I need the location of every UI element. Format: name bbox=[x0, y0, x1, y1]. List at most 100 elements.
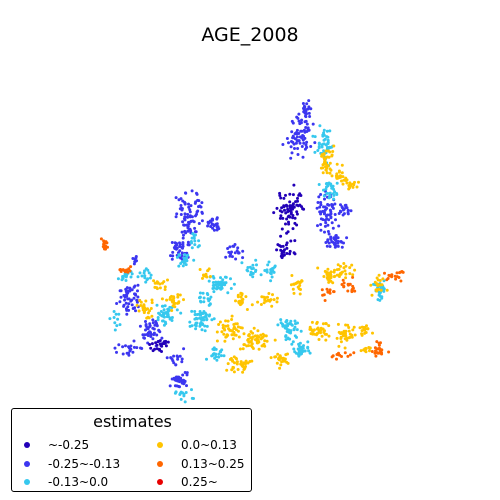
map-point bbox=[161, 281, 164, 285]
map-point bbox=[353, 333, 357, 337]
map-point bbox=[151, 321, 155, 325]
map-point bbox=[336, 263, 340, 267]
map-point bbox=[346, 212, 350, 216]
map-point bbox=[339, 264, 342, 268]
map-point bbox=[339, 271, 343, 275]
map-point bbox=[140, 347, 144, 350]
map-point bbox=[294, 141, 298, 145]
map-point bbox=[212, 317, 216, 321]
map-point bbox=[246, 269, 250, 273]
map-point bbox=[326, 230, 330, 233]
map-point bbox=[182, 347, 186, 351]
map-point bbox=[323, 224, 327, 228]
map-point bbox=[200, 328, 204, 332]
map-point bbox=[319, 326, 323, 330]
map-point bbox=[217, 323, 221, 326]
map-point bbox=[144, 267, 148, 271]
map-point bbox=[144, 328, 147, 332]
map-point bbox=[348, 181, 352, 185]
map-point bbox=[377, 293, 381, 297]
map-point bbox=[215, 287, 219, 291]
map-point bbox=[295, 135, 299, 139]
map-point bbox=[244, 362, 248, 366]
map-point bbox=[135, 346, 139, 350]
map-point bbox=[304, 143, 308, 147]
map-point bbox=[387, 350, 391, 354]
map-point bbox=[302, 106, 305, 110]
map-point bbox=[188, 208, 192, 212]
map-point bbox=[210, 318, 214, 322]
map-point bbox=[192, 233, 196, 237]
map-point bbox=[341, 334, 345, 338]
map-point bbox=[197, 239, 201, 243]
map-point bbox=[178, 293, 182, 297]
map-point bbox=[241, 249, 245, 253]
map-point bbox=[295, 131, 299, 135]
map-point bbox=[172, 354, 176, 358]
map-point bbox=[386, 277, 390, 280]
map-point bbox=[337, 224, 341, 228]
map-point bbox=[319, 203, 323, 207]
map-point bbox=[323, 299, 327, 302]
map-point bbox=[279, 363, 283, 367]
map-point bbox=[326, 182, 330, 186]
map-point bbox=[155, 343, 159, 347]
map-point bbox=[284, 326, 288, 330]
map-point bbox=[168, 384, 172, 388]
map-point bbox=[179, 397, 183, 401]
map-point bbox=[382, 289, 386, 293]
map-point bbox=[279, 196, 283, 200]
map-point bbox=[176, 301, 179, 305]
map-point bbox=[326, 223, 330, 227]
map-point bbox=[319, 223, 323, 226]
map-point bbox=[152, 327, 156, 331]
map-point bbox=[304, 108, 308, 112]
map-point bbox=[193, 310, 197, 313]
map-point bbox=[321, 171, 325, 175]
map-point bbox=[168, 317, 172, 321]
map-point bbox=[300, 145, 304, 148]
map-point bbox=[343, 269, 347, 273]
map-point bbox=[360, 332, 364, 336]
map-point bbox=[284, 222, 287, 226]
map-point bbox=[183, 212, 187, 216]
map-point bbox=[115, 302, 119, 305]
map-point bbox=[293, 221, 297, 225]
map-point bbox=[241, 256, 245, 260]
map-point bbox=[188, 227, 192, 231]
map-point bbox=[346, 289, 350, 293]
map-point bbox=[309, 107, 313, 111]
map-point bbox=[165, 298, 169, 302]
map-point bbox=[373, 280, 377, 284]
map-point bbox=[375, 347, 379, 351]
map-point bbox=[331, 281, 335, 285]
map-point bbox=[286, 215, 290, 219]
map-point bbox=[123, 298, 127, 302]
map-point bbox=[287, 222, 291, 226]
map-point bbox=[364, 350, 368, 354]
map-point bbox=[363, 331, 367, 335]
map-point bbox=[176, 357, 180, 361]
map-point bbox=[363, 347, 367, 351]
legend-label: ~-0.25 bbox=[48, 438, 90, 452]
map-point bbox=[376, 298, 380, 302]
map-point bbox=[322, 128, 326, 132]
map-point bbox=[324, 187, 328, 191]
map-point bbox=[212, 228, 216, 232]
map-point bbox=[139, 300, 143, 304]
map-point bbox=[214, 283, 218, 287]
map-point bbox=[279, 214, 283, 218]
map-point bbox=[332, 197, 336, 201]
map-point bbox=[283, 208, 286, 212]
map-point bbox=[319, 210, 323, 214]
map-point bbox=[103, 241, 107, 245]
map-point bbox=[287, 322, 291, 326]
map-point bbox=[166, 313, 170, 317]
map-point bbox=[144, 320, 147, 323]
map-point bbox=[213, 356, 217, 360]
map-point bbox=[328, 245, 332, 248]
map-point bbox=[325, 287, 329, 291]
map-point bbox=[335, 162, 339, 166]
map-point bbox=[291, 287, 295, 291]
map-point bbox=[218, 320, 222, 324]
